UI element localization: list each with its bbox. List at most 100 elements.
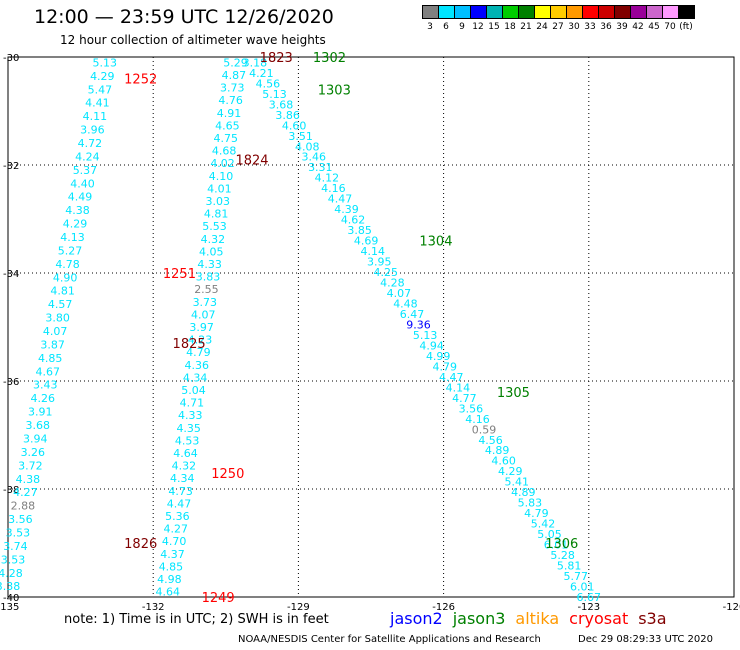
swh-value: 4.89 <box>485 444 510 457</box>
swh-value: 4.33 <box>197 258 222 271</box>
swh-value: 4.37 <box>160 548 185 561</box>
swh-value: 4.02 <box>210 157 235 170</box>
swh-value: 6.01 <box>544 539 569 552</box>
legend-tick-label: 6 <box>443 22 449 32</box>
swh-value: 4.62 <box>341 214 366 227</box>
pass-time-label: 1304 <box>419 235 452 250</box>
swh-value: 5.13 <box>413 329 438 342</box>
swh-value: 3.31 <box>308 161 333 174</box>
footer-timestamp: Dec 29 08:29:33 UTC 2020 <box>578 634 713 645</box>
swh-value: 4.89 <box>511 486 536 499</box>
swh-value: 5.29 <box>223 56 248 69</box>
swh-value: 4.70 <box>162 535 187 548</box>
pass-time-label: 1251 <box>163 267 196 282</box>
satellite-legend: jason2 jason3 altika cryosat s3a <box>390 609 677 628</box>
swh-value: 4.75 <box>214 132 239 145</box>
swh-value: 4.85 <box>38 352 63 365</box>
swh-value: 3.80 <box>45 312 70 325</box>
legend-tick-label: 39 <box>616 22 628 32</box>
swh-value: 4.16 <box>321 182 346 195</box>
swh-value: 3.73 <box>220 82 245 95</box>
lon-tick-label: -135 <box>0 602 19 613</box>
swh-value: 5.36 <box>165 510 190 523</box>
lat-tick-label: -32 <box>3 161 19 172</box>
swh-value: 3.26 <box>21 446 46 459</box>
swh-value: 4.32 <box>201 233 226 246</box>
swh-value: 2.55 <box>194 283 219 296</box>
lat-tick-label: -30 <box>3 53 19 64</box>
swh-value: 3.56 <box>8 513 33 526</box>
swh-value: 4.11 <box>83 110 108 123</box>
swh-value: 5.77 <box>563 570 588 583</box>
legend-swatch <box>678 5 695 19</box>
swh-value: 4.05 <box>199 245 224 258</box>
swh-value: 4.71 <box>180 397 205 410</box>
legend-tick-label: 30 <box>568 22 580 32</box>
legend-tick-label: 45 <box>648 22 660 32</box>
swh-value: 3.85 <box>347 224 372 237</box>
lat-tick-label: -40 <box>3 593 19 604</box>
swh-value: 5.04 <box>181 384 206 397</box>
swh-value: 4.68 <box>212 145 237 158</box>
swh-value: 3.68 <box>26 419 51 432</box>
swh-value: 4.79 <box>432 360 457 373</box>
legend-tick-label: 33 <box>584 22 596 32</box>
swh-value: 4.35 <box>176 422 201 435</box>
swh-value: 5.05 <box>537 528 562 541</box>
swh-value: 3.03 <box>205 195 230 208</box>
swh-value: 4.90 <box>53 271 78 284</box>
swh-value: 4.47 <box>167 497 192 510</box>
swh-value: 4.67 <box>35 365 60 378</box>
satellite-legend-item: jason3 <box>452 609 506 628</box>
swh-value: 4.41 <box>85 97 110 110</box>
swh-value: 4.39 <box>334 203 359 216</box>
pass-time-label: 1826 <box>124 537 157 552</box>
swh-value: 5.13 <box>93 56 118 69</box>
swh-value: 3.38 <box>0 580 20 593</box>
swh-value: 4.56 <box>256 77 281 90</box>
swh-value: 4.69 <box>354 235 379 248</box>
swh-value: 4.23 <box>188 334 213 347</box>
pass-time-label: 1302 <box>313 51 346 66</box>
swh-value: 4.29 <box>90 70 115 83</box>
swh-value: 5.81 <box>557 560 582 573</box>
swh-value: 4.26 <box>30 392 55 405</box>
swh-value: 4.29 <box>498 465 523 478</box>
satellite-legend-item: s3a <box>638 609 667 628</box>
swh-value: 5.37 <box>73 164 98 177</box>
swh-value: 3.18 <box>243 56 268 69</box>
legend-tick-label: 12 <box>472 22 484 32</box>
swh-value: 4.81 <box>204 208 229 221</box>
swh-value: 3.91 <box>28 406 53 419</box>
swh-value: 3.74 <box>3 540 28 553</box>
swh-value: 4.10 <box>209 170 234 183</box>
swh-value: 3.97 <box>189 321 214 334</box>
swh-value: 5.53 <box>202 220 227 233</box>
swh-value: 4.73 <box>168 485 193 498</box>
swh-value: 4.77 <box>452 392 477 405</box>
lon-tick-label: -123 <box>577 602 600 613</box>
swh-value: 4.72 <box>78 137 103 150</box>
swh-value: 4.79 <box>186 346 211 359</box>
swh-value: 4.65 <box>215 119 240 132</box>
swh-value: 6.67 <box>577 591 602 604</box>
swh-value: 4.57 <box>48 298 73 311</box>
swh-value: 4.14 <box>446 381 471 394</box>
swh-value: 5.41 <box>505 476 530 489</box>
pass-time-label: 1824 <box>235 154 268 169</box>
swh-value: 6.47 <box>400 308 425 321</box>
lon-tick-label: -129 <box>287 602 310 613</box>
swh-value: 4.08 <box>295 140 320 153</box>
color-legend <box>422 5 695 19</box>
pass-time-label: 1825 <box>173 337 206 352</box>
swh-value: 4.76 <box>218 94 243 107</box>
lon-tick-label: -126 <box>432 602 455 613</box>
legend-tick-label: 3 <box>427 22 433 32</box>
footer-note: note: 1) Time is in UTC; 2) SWH is in fe… <box>64 612 329 627</box>
swh-value: 4.38 <box>65 204 90 217</box>
swh-value: 3.83 <box>196 271 221 284</box>
swh-value: 3.72 <box>18 459 43 472</box>
swh-value: 3.53 <box>6 526 31 539</box>
swh-value: 4.94 <box>419 339 444 352</box>
legend-tick-label: 70 <box>664 22 676 32</box>
